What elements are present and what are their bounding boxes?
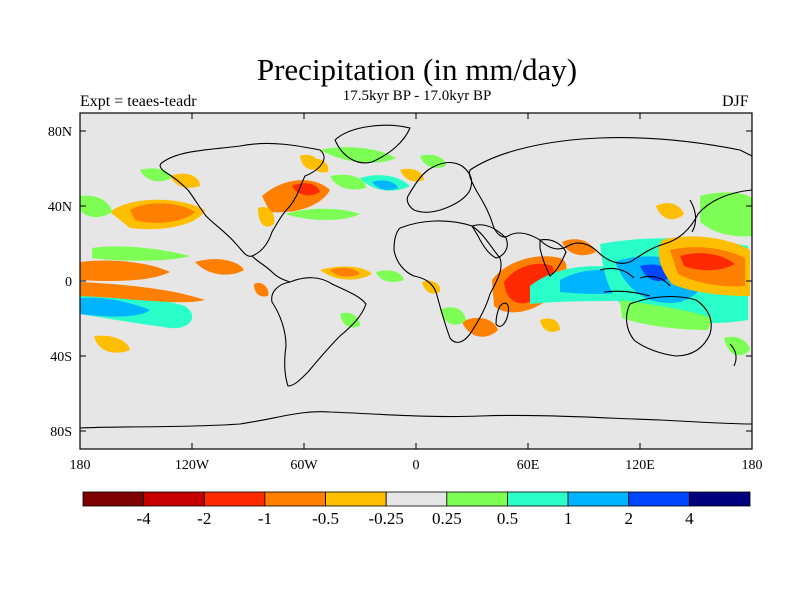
coastline-madagascar bbox=[495, 302, 510, 327]
colorbar-labels: -4 -2 -1 -0.5 -0.25 0.25 0.5 1 2 4 bbox=[137, 509, 695, 528]
anomaly-region bbox=[285, 208, 360, 220]
anomaly-region bbox=[340, 312, 360, 328]
colorbar-label: -0.25 bbox=[368, 509, 403, 528]
colorbar-label: 2 bbox=[624, 509, 633, 528]
colorbar-swatch bbox=[82, 491, 145, 507]
lat-tick-label: 40N bbox=[48, 200, 72, 215]
colorbar-swatch bbox=[325, 491, 387, 507]
anomaly-region bbox=[330, 267, 360, 277]
chart-title: Precipitation (in mm/day) bbox=[256, 52, 578, 87]
coastline-europe bbox=[406, 161, 473, 213]
anomaly-region bbox=[372, 180, 398, 190]
colorbar-swatch bbox=[567, 491, 630, 507]
colorbar-swatch bbox=[688, 491, 751, 507]
anomaly-region bbox=[656, 203, 684, 220]
anomaly-region bbox=[94, 335, 130, 353]
anomaly-region bbox=[440, 307, 466, 325]
anomaly-region bbox=[80, 260, 170, 282]
anomaly-region bbox=[700, 192, 752, 237]
coastline-greenland bbox=[334, 124, 411, 164]
coastline-arabia bbox=[471, 224, 508, 259]
anomaly-region bbox=[170, 173, 200, 188]
colorbar-label: -1 bbox=[258, 509, 272, 528]
lat-tick-label: 80N bbox=[48, 125, 72, 140]
colorbar-label: -4 bbox=[137, 509, 152, 528]
colorbar-swatch bbox=[507, 491, 569, 507]
lon-tick-label: 60W bbox=[290, 458, 318, 473]
experiment-label: Expt = teaes-teadr bbox=[80, 93, 197, 110]
lat-tick-label: 0 bbox=[65, 275, 72, 290]
colorbar-label: 4 bbox=[685, 509, 694, 528]
colorbar bbox=[82, 491, 751, 507]
anomaly-region bbox=[620, 300, 712, 330]
lat-tick-label: 40S bbox=[50, 350, 72, 365]
anomaly-region bbox=[92, 246, 190, 261]
longitude-axis: 180 120W 60W 0 60E 120E 180 bbox=[70, 113, 763, 473]
coastline-new-zealand bbox=[729, 343, 737, 367]
anomaly-region bbox=[195, 259, 244, 275]
colorbar-swatch bbox=[385, 491, 448, 507]
anomaly-region bbox=[258, 206, 275, 227]
latitude-axis: 80N 40N 0 40S 80S bbox=[48, 125, 752, 440]
anomaly-region bbox=[400, 168, 424, 182]
coastline-antarctica bbox=[80, 411, 752, 429]
coastline-indonesia bbox=[599, 267, 671, 297]
lon-tick-label: 180 bbox=[70, 458, 91, 473]
lat-tick-label: 80S bbox=[50, 425, 72, 440]
colorbar-swatch bbox=[628, 491, 690, 507]
coastline-india bbox=[539, 239, 567, 277]
anomaly-region bbox=[680, 253, 735, 271]
lon-tick-label: 120E bbox=[625, 458, 655, 473]
coastlines bbox=[80, 124, 752, 429]
season-label: DJF bbox=[722, 93, 749, 110]
coastline-australia bbox=[625, 296, 712, 357]
anomaly-region bbox=[130, 203, 195, 223]
colorbar-label: -0.5 bbox=[312, 509, 339, 528]
anomaly-region bbox=[562, 239, 596, 256]
lon-tick-label: 60E bbox=[517, 458, 540, 473]
lon-tick-label: 120W bbox=[175, 458, 210, 473]
anomaly-region bbox=[80, 195, 112, 218]
colorbar-swatch bbox=[446, 491, 508, 507]
coastline-africa bbox=[393, 220, 502, 343]
anomaly-region bbox=[724, 336, 750, 356]
anomaly-region bbox=[292, 183, 320, 196]
lon-tick-label: 180 bbox=[742, 458, 763, 473]
colorbar-swatch bbox=[143, 491, 205, 507]
anomaly-region bbox=[254, 282, 269, 297]
coastline-asia bbox=[468, 137, 752, 264]
precip-anomaly-shading bbox=[80, 147, 752, 356]
coastline-south-america bbox=[271, 277, 367, 387]
chart-subtitle: 17.5kyr BP - 17.0kyr BP bbox=[342, 88, 492, 104]
anomaly-region bbox=[320, 147, 396, 163]
lon-tick-label: 0 bbox=[413, 458, 420, 473]
anomaly-region bbox=[330, 174, 366, 190]
anomaly-region bbox=[376, 270, 404, 282]
colorbar-label: 0.5 bbox=[497, 509, 518, 528]
anomaly-region bbox=[80, 282, 205, 303]
colorbar-label: -2 bbox=[197, 509, 211, 528]
anomaly-region bbox=[80, 297, 150, 317]
colorbar-swatch bbox=[264, 491, 326, 507]
colorbar-swatch bbox=[203, 491, 266, 507]
anomaly-region bbox=[540, 318, 560, 332]
coastline-north-america bbox=[159, 142, 325, 257]
colorbar-label: 0.25 bbox=[432, 509, 462, 528]
colorbar-label: 1 bbox=[564, 509, 573, 528]
coastline-central-america bbox=[251, 255, 291, 283]
coastline-japan bbox=[689, 199, 697, 233]
anomaly-region bbox=[310, 158, 329, 173]
